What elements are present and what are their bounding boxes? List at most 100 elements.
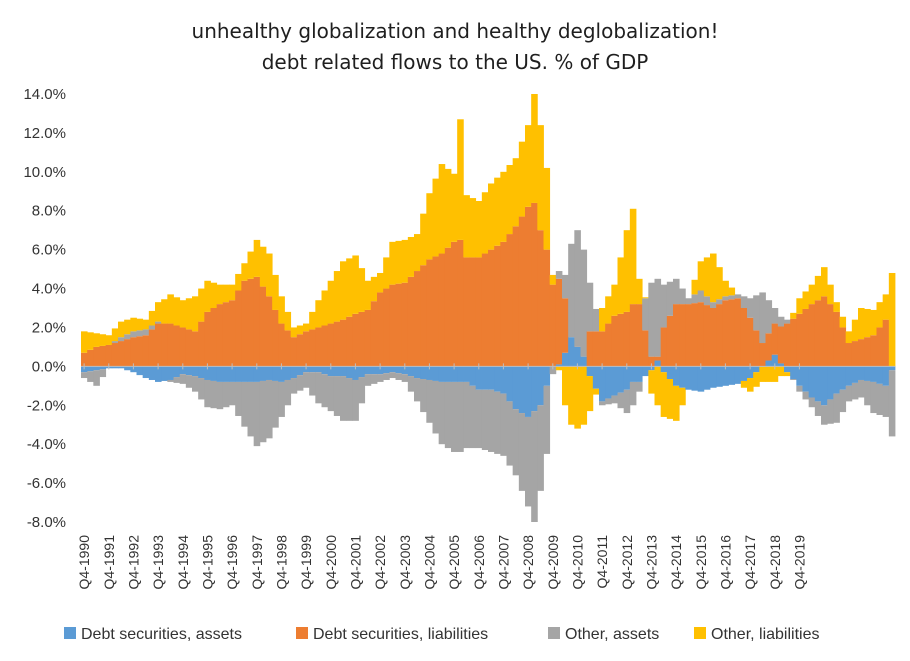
bar-ol-52	[401, 239, 409, 283]
bar-oa-95	[666, 281, 674, 316]
bar-dsl-110	[759, 343, 766, 367]
bar-dsl-41	[333, 321, 341, 367]
bar-dsl-98	[685, 304, 692, 367]
bar-dsa-64	[475, 366, 483, 390]
bar-dsa-3	[99, 366, 107, 370]
bar-dsl-99	[691, 303, 699, 367]
bar-oa-96	[673, 278, 680, 305]
bar-ol-70	[512, 158, 520, 227]
bar-ol-94	[660, 372, 668, 417]
bar-dsl-109	[753, 330, 760, 367]
bar-ol-117	[802, 291, 810, 309]
bar-oa-58	[438, 381, 446, 445]
bar-ol-77	[555, 366, 563, 371]
bar-dsa-29	[259, 366, 267, 381]
bar-oa-43	[346, 378, 353, 421]
bar-dsa-37	[309, 366, 316, 373]
bar-ol-89	[629, 208, 637, 305]
bar-dsa-93	[654, 360, 662, 367]
bar-oa-46	[364, 374, 372, 386]
bar-dsa-81	[580, 356, 588, 367]
bar-ol-60	[451, 173, 458, 242]
bar-ol-23	[222, 284, 230, 303]
bar-dsl-103	[716, 304, 723, 367]
bar-oa-127	[864, 380, 871, 406]
bar-dsl-74	[537, 230, 544, 367]
bar-oa-61	[457, 381, 464, 452]
y-tick-label: 14.0%	[23, 86, 66, 103]
bar-dsa-129	[876, 366, 884, 384]
bar-oa-6	[118, 337, 125, 342]
bar-dsl-9	[136, 336, 144, 367]
bar-dsl-30	[266, 296, 273, 367]
bar-ol-71	[518, 141, 526, 217]
bar-ol-48	[377, 272, 384, 293]
bar-dsa-48	[377, 366, 384, 375]
bar-dsl-5	[111, 343, 119, 367]
bar-dsa-21	[210, 366, 218, 381]
bar-ol-64	[475, 201, 483, 258]
y-tick-label: 10.0%	[23, 164, 66, 181]
bar-oa-79	[568, 243, 575, 338]
bar-oa-66	[488, 389, 495, 452]
bar-oa-97	[679, 288, 686, 305]
bar-oa-9	[136, 330, 144, 337]
bar-oa-16	[179, 374, 187, 384]
bar-dsl-128	[870, 335, 877, 367]
bar-oa-75	[543, 385, 551, 454]
bar-dsl-17	[185, 329, 193, 367]
bar-dsl-105	[728, 299, 736, 367]
bar-ol-115	[790, 312, 797, 319]
bar-dsa-103	[716, 366, 723, 387]
bar-ol-53	[407, 236, 415, 277]
bar-dsl-64	[475, 257, 483, 367]
bar-dsa-95	[666, 366, 674, 380]
bar-dsl-84	[599, 331, 606, 367]
bar-oa-107	[740, 296, 748, 308]
bar-oa-32	[278, 381, 285, 417]
bar-dsl-29	[259, 286, 267, 367]
bar-dsa-6	[118, 366, 125, 369]
bar-ol-13	[161, 299, 168, 324]
bar-oa-115	[790, 379, 797, 380]
bar-oa-2	[93, 370, 100, 386]
bar-dsa-1	[87, 366, 94, 372]
bar-dsa-87	[617, 366, 625, 393]
bar-oa-118	[808, 397, 816, 408]
bar-ol-58	[438, 164, 446, 254]
bar-oa-54	[414, 378, 421, 402]
bar-dsa-49	[383, 366, 390, 374]
bar-dsa-41	[333, 366, 341, 377]
legend: Debt securities, assets Debt securities, …	[64, 626, 820, 643]
bar-dsl-94	[660, 327, 668, 367]
bar-oa-56	[426, 379, 433, 423]
bar-dsl-32	[278, 323, 285, 367]
bar-dsl-49	[383, 288, 390, 367]
bar-dsl-70	[512, 226, 520, 367]
bar-oa-84	[599, 401, 606, 406]
bar-dsl-6	[118, 341, 125, 367]
bar-dsa-7	[124, 366, 131, 371]
bar-dsa-90	[636, 366, 643, 382]
bar-oa-130	[882, 385, 890, 417]
bar-dsl-78	[562, 298, 569, 353]
bar-dsa-56	[426, 366, 433, 380]
x-tick-label: Q4-1993	[150, 535, 166, 590]
bar-dsa-74	[537, 366, 544, 406]
legend-label-oa: Other, assets	[565, 626, 659, 643]
x-tick-label: Q4-1990	[76, 535, 92, 590]
bar-oa-125	[851, 382, 859, 400]
bar-dsa-80	[574, 346, 581, 367]
bar-dsa-58	[438, 366, 446, 382]
bar-oa-64	[475, 389, 483, 449]
bar-dsa-10	[142, 366, 150, 379]
bar-dsl-102	[710, 308, 717, 367]
bar-oa-91	[642, 298, 649, 331]
bar-oa-131	[888, 370, 896, 437]
bar-oa-29	[259, 380, 267, 443]
x-tick-label: Q4-2003	[397, 535, 413, 590]
bar-dsa-45	[358, 366, 366, 378]
bar-dsa-52	[401, 366, 409, 375]
bar-dsl-117	[802, 308, 810, 367]
bar-dsa-104	[722, 366, 729, 386]
